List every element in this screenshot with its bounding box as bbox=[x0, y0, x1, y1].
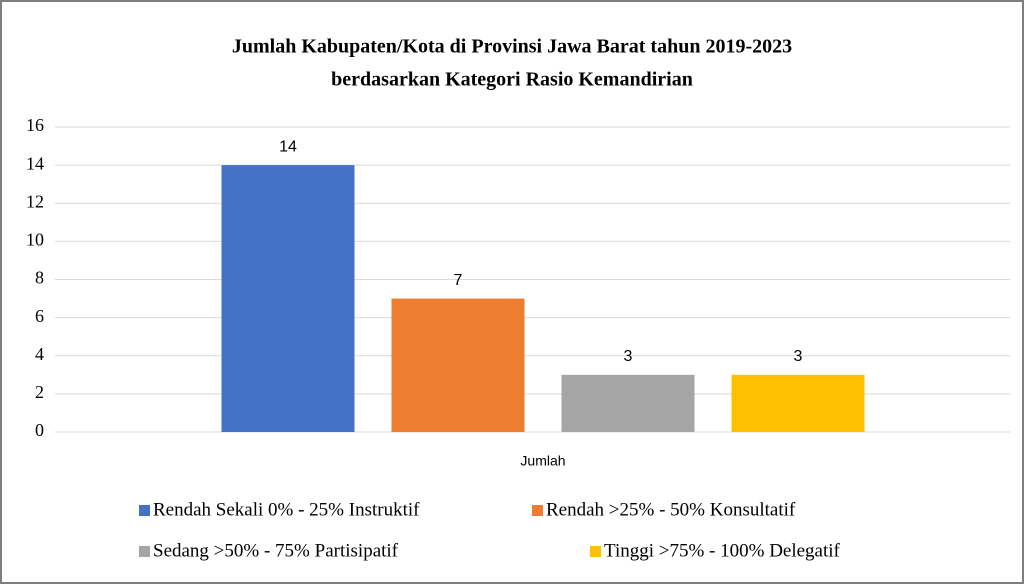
y-tick-label: 12 bbox=[26, 191, 44, 211]
data-label: 3 bbox=[794, 348, 803, 365]
data-label: 14 bbox=[279, 138, 297, 155]
legend-label: Sedang >50% - 75% Partisipatif bbox=[153, 540, 399, 561]
data-label: 7 bbox=[454, 272, 463, 289]
y-tick-label: 10 bbox=[26, 230, 44, 250]
y-tick-label: 6 bbox=[35, 306, 44, 326]
y-tick-label: 16 bbox=[26, 115, 44, 135]
bar bbox=[561, 374, 695, 432]
legend-label: Tinggi >75% - 100% Delegatif bbox=[604, 540, 841, 561]
legend-swatch bbox=[590, 546, 601, 557]
bar bbox=[221, 165, 355, 432]
legend-label: Rendah >25% - 50% Konsultatif bbox=[546, 499, 796, 520]
legend-swatch bbox=[532, 505, 543, 516]
x-tick-label: Jumlah bbox=[520, 453, 565, 469]
bar bbox=[731, 374, 865, 432]
y-tick-label: 4 bbox=[35, 344, 44, 364]
data-label: 3 bbox=[624, 348, 633, 365]
legend-swatch bbox=[139, 505, 150, 516]
bar bbox=[391, 298, 525, 432]
chart-title: berdasarkan Kategori Rasio Kemandirian bbox=[331, 69, 693, 91]
legend-swatch bbox=[139, 546, 150, 557]
legend-label: Rendah Sekali 0% - 25% Instruktif bbox=[153, 499, 420, 520]
y-tick-label: 8 bbox=[35, 268, 44, 288]
y-tick-label: 0 bbox=[35, 420, 44, 440]
y-tick-label: 14 bbox=[26, 153, 44, 173]
y-tick-label: 2 bbox=[35, 382, 44, 402]
chart-title: Jumlah Kabupaten/Kota di Provinsi Jawa B… bbox=[232, 36, 792, 58]
